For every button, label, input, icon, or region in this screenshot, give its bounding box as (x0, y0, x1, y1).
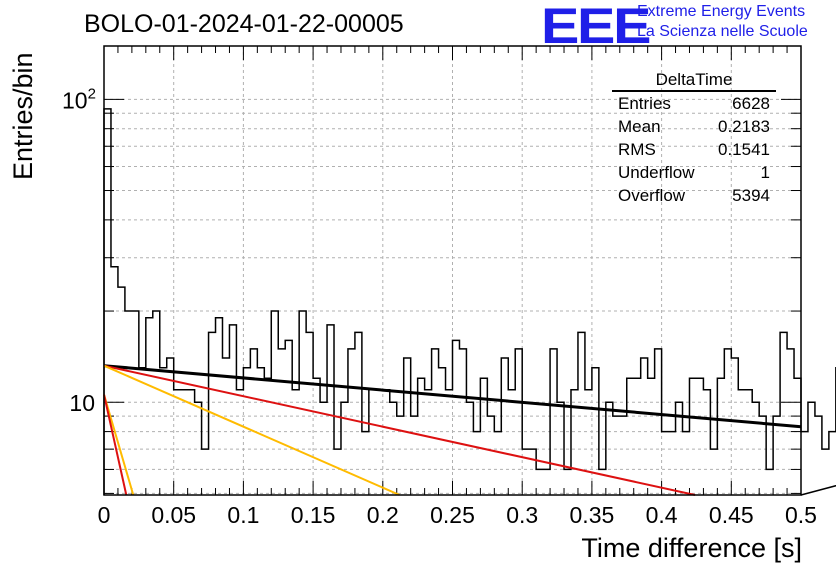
y-tick-label: 102 (62, 85, 96, 113)
chart-title: BOLO-01-2024-01-22-00005 (84, 10, 404, 38)
x-tick-label: 0.1 (227, 502, 259, 528)
fit-curve (103, 394, 128, 496)
stat-value: 1 (760, 163, 770, 182)
plot-frame (103, 45, 802, 496)
stat-label: Mean (618, 117, 661, 136)
histogram-series (103, 108, 836, 496)
stat-label: Entries (618, 94, 671, 113)
stat-value: 0.1541 (718, 140, 770, 159)
fit-curve (103, 394, 135, 496)
x-tick-label: 0.25 (430, 502, 475, 528)
x-axis-label: Time difference [s] (581, 533, 802, 563)
stat-row-underflow: Underflow 1 (612, 161, 782, 184)
stat-value: 5394 (732, 186, 770, 205)
fit-curve (103, 364, 802, 429)
fit-curve (103, 364, 400, 496)
x-tick-label: 0.5 (785, 502, 817, 528)
stat-value: 6628 (732, 94, 770, 113)
x-tick-label: 0.15 (291, 502, 336, 528)
stat-row-overflow: Overflow 5394 (612, 184, 782, 207)
x-tick-label: 0.4 (646, 502, 678, 528)
stat-value: 0.2183 (718, 117, 770, 136)
stat-label: RMS (618, 140, 656, 159)
stat-row-rms: RMS 0.1541 (612, 138, 782, 161)
stat-label: Overflow (618, 186, 686, 205)
stats-box: DeltaTime Entries 6628 Mean 0.2183 RMS 0.15… (612, 70, 782, 207)
x-tick-label: 0.3 (506, 502, 538, 528)
x-tick-label: 0.35 (570, 502, 615, 528)
y-axis-label: Entries/bin (8, 52, 38, 180)
x-tick-label: 0.2 (367, 502, 399, 528)
eee-logo: EEE (541, 0, 651, 54)
fit-curve (103, 364, 696, 496)
x-tick-label: 0 (98, 502, 111, 528)
y-tick-label: 10 (69, 390, 95, 416)
brand-line-2: La Scienza nelle Scuole (637, 23, 808, 40)
stats-title: DeltaTime (612, 70, 776, 92)
stat-row-entries: Entries 6628 (612, 92, 782, 115)
x-tick-label: 0.05 (151, 502, 196, 528)
stat-row-mean: Mean 0.2183 (612, 115, 782, 138)
brand-line-1: Extreme Energy Events (637, 3, 806, 20)
stat-label: Underflow (618, 163, 695, 182)
x-tick-label: 0.45 (709, 502, 754, 528)
